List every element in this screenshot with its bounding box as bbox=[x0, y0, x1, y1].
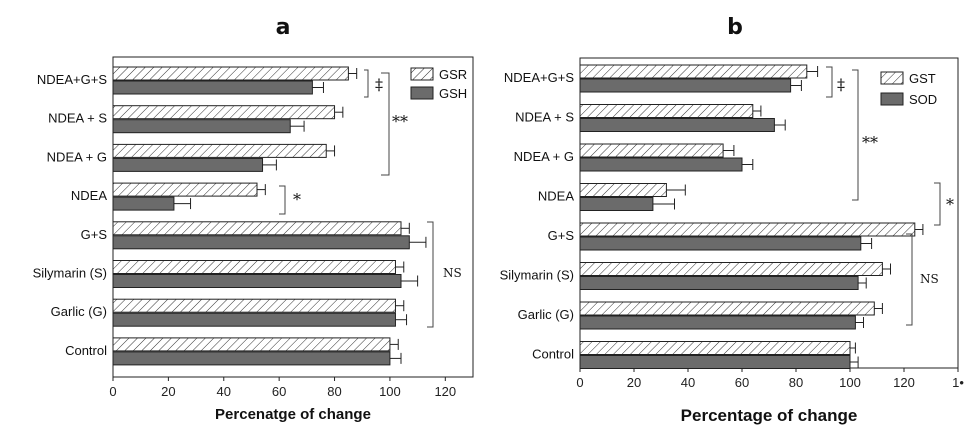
x-tick-label: 0 bbox=[576, 375, 583, 390]
category-label-silymarin-s: Silymarin (S) bbox=[33, 266, 107, 281]
x-axis-label: Percentage of change bbox=[681, 406, 858, 425]
category-label-control: Control bbox=[532, 347, 574, 362]
bar-gsh-ndea-s bbox=[112, 119, 291, 134]
bar-gst-garlic-g bbox=[579, 301, 875, 316]
bar-gst-ndea bbox=[579, 183, 667, 197]
dagger-annotation: ‡ bbox=[375, 75, 383, 94]
category-label-ndea-g: NDEA + G bbox=[47, 149, 107, 164]
x-tick-label: 80 bbox=[327, 384, 341, 399]
bar-gst-g-s bbox=[579, 222, 916, 237]
star-annotation: * bbox=[946, 195, 954, 214]
x-tick-label: 40 bbox=[681, 375, 695, 390]
double-star-annotation-bracket bbox=[852, 69, 859, 201]
bar-gsh-ndea-g bbox=[112, 157, 264, 172]
dagger-annotation-bracket bbox=[364, 69, 369, 98]
legend-swatch-sod bbox=[880, 92, 904, 106]
bar-gsr-ndea-g-s bbox=[112, 66, 349, 81]
category-label-ndea-g-s: NDEA+G+S bbox=[37, 72, 107, 87]
category-label-garlic-g: Garlic (G) bbox=[51, 304, 107, 319]
bar-gsh-silymarin-s bbox=[112, 274, 402, 288]
bar-gsr-g-s bbox=[112, 221, 402, 236]
ns-annotation-bracket bbox=[906, 233, 913, 326]
double-star-annotation: ** bbox=[392, 112, 408, 131]
star-annotation-bracket bbox=[934, 182, 941, 226]
x-tick-label: 20 bbox=[161, 384, 175, 399]
category-label-ndea: NDEA bbox=[71, 188, 107, 203]
bar-gsr-silymarin-s bbox=[112, 260, 396, 274]
category-label-control: Control bbox=[65, 343, 107, 358]
chart-panel-a: a 0 20 40 60 80 100 120 Percenatge of change NDEA… bbox=[33, 15, 474, 423]
bar-gsr-control bbox=[112, 337, 391, 352]
x-tick-label: 80 bbox=[789, 375, 803, 390]
legend-swatch-gsr bbox=[410, 67, 434, 81]
bar-gst-silymarin-s bbox=[579, 262, 883, 276]
ns-annotation: NS bbox=[443, 266, 462, 280]
dagger-annotation: ‡ bbox=[837, 75, 845, 94]
panel-letter: a bbox=[276, 15, 291, 40]
plot-frame bbox=[112, 56, 474, 378]
bar-gst-ndea-g-s bbox=[579, 64, 808, 79]
x-axis-label: Percenatge of change bbox=[215, 406, 371, 423]
legend-label-gsr: GSR bbox=[439, 67, 467, 82]
bar-sod-ndea bbox=[579, 197, 654, 211]
x-tick-label: 120 bbox=[893, 375, 915, 390]
bar-gsr-garlic-g bbox=[112, 298, 396, 313]
bar-gsh-ndea bbox=[112, 196, 175, 211]
x-tick-label: 20 bbox=[627, 375, 641, 390]
x-tick-label: 40 bbox=[217, 384, 231, 399]
bar-sod-silymarin-s bbox=[579, 276, 859, 290]
category-label-garlic-g: Garlic (G) bbox=[518, 307, 574, 322]
legend-label-gsh: GSH bbox=[439, 86, 467, 101]
star-annotation-bracket bbox=[279, 185, 286, 215]
category-label-ndea-s: NDEA + S bbox=[515, 110, 574, 125]
legend-swatch-gsh bbox=[410, 86, 434, 100]
bar-sod-control bbox=[579, 355, 851, 369]
category-label-ndea-g-s: NDEA+G+S bbox=[504, 70, 574, 85]
chart-panel-b: b 0 20 40 60 80 100 120 1• Percentage of change ND… bbox=[500, 15, 964, 425]
bar-gst-ndea-s bbox=[579, 104, 754, 118]
x-tick-label: 0 bbox=[109, 384, 116, 399]
bar-gsr-ndea bbox=[112, 182, 258, 197]
x-tick-label: 100 bbox=[379, 384, 401, 399]
bar-gsh-control bbox=[112, 351, 391, 366]
bar-gsh-g-s bbox=[112, 235, 410, 250]
dagger-annotation-bracket bbox=[826, 66, 833, 98]
legend-swatch-gst bbox=[880, 71, 904, 85]
x-tick-label: 120 bbox=[434, 384, 456, 399]
legend-label-sod: SOD bbox=[909, 92, 937, 107]
x-tick-label: 60 bbox=[735, 375, 749, 390]
double-star-annotation-bracket bbox=[381, 72, 390, 176]
category-label-ndea-s: NDEA + S bbox=[48, 111, 107, 126]
double-star-annotation: ** bbox=[862, 133, 878, 152]
x-tick-label: 100 bbox=[839, 375, 861, 390]
bar-gst-ndea-g bbox=[579, 143, 724, 158]
bar-sod-g-s bbox=[579, 236, 862, 251]
bar-sod-ndea-s bbox=[579, 118, 775, 132]
star-annotation: * bbox=[293, 190, 301, 209]
x-tick-label: 1• bbox=[952, 375, 964, 390]
bar-sod-ndea-g bbox=[579, 157, 743, 172]
category-label-g-s: G+S bbox=[548, 228, 575, 243]
bar-sod-garlic-g bbox=[579, 315, 856, 330]
ns-annotation: NS bbox=[920, 272, 939, 286]
bar-gsr-ndea-s bbox=[112, 105, 336, 120]
category-label-ndea: NDEA bbox=[538, 189, 574, 204]
legend-label-gst: GST bbox=[909, 71, 936, 86]
category-label-g-s: G+S bbox=[81, 227, 108, 242]
bar-sod-ndea-g-s bbox=[579, 78, 792, 93]
x-tick-label: 60 bbox=[272, 384, 286, 399]
panel-letter: b bbox=[727, 15, 743, 40]
bar-gsh-ndea-g-s bbox=[112, 80, 313, 95]
ns-annotation-bracket bbox=[427, 221, 434, 328]
bar-gst-control bbox=[579, 341, 851, 355]
bar-gsh-garlic-g bbox=[112, 312, 396, 327]
bar-gsr-ndea-g bbox=[112, 143, 327, 158]
category-label-ndea-g: NDEA + G bbox=[514, 149, 574, 164]
category-label-silymarin-s: Silymarin (S) bbox=[500, 268, 574, 283]
